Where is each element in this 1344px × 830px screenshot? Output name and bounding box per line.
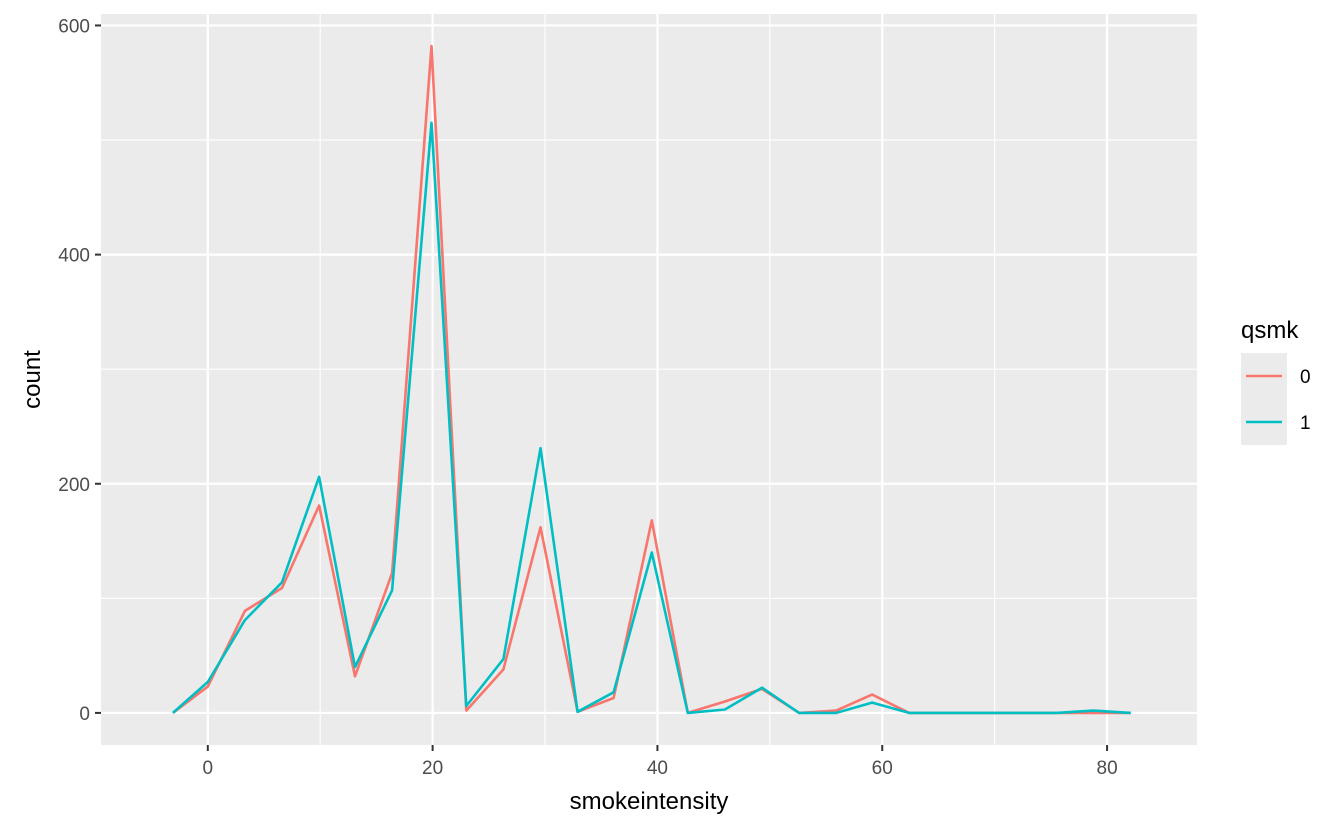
series-layer xyxy=(172,44,1131,715)
minor-gridlines xyxy=(101,14,1197,745)
y-tick-label: 0 xyxy=(79,704,90,725)
series-line-1 xyxy=(172,121,1131,715)
y-tick-label: 400 xyxy=(58,246,90,267)
x-axis-title: smokeintensity xyxy=(570,788,729,815)
legend-keys: 01 xyxy=(1241,353,1311,445)
x-axis: 0 20 40 60 80 xyxy=(203,745,1118,779)
x-tick-label: 20 xyxy=(422,758,443,779)
panel-background xyxy=(101,14,1197,745)
y-axis: 0 200 400 600 xyxy=(58,16,101,725)
y-tick-label: 200 xyxy=(58,475,90,496)
legend: qsmk 01 xyxy=(1241,317,1311,445)
x-tick-label: 0 xyxy=(203,758,214,779)
x-tick-label: 60 xyxy=(872,758,893,779)
y-tick-label: 600 xyxy=(58,16,90,37)
legend-label-0: 0 xyxy=(1300,367,1311,388)
legend-title: qsmk xyxy=(1241,317,1299,344)
y-axis-title: count xyxy=(19,350,46,409)
legend-label-1: 1 xyxy=(1300,413,1311,434)
x-tick-label: 80 xyxy=(1097,758,1118,779)
x-tick-label: 40 xyxy=(647,758,668,779)
